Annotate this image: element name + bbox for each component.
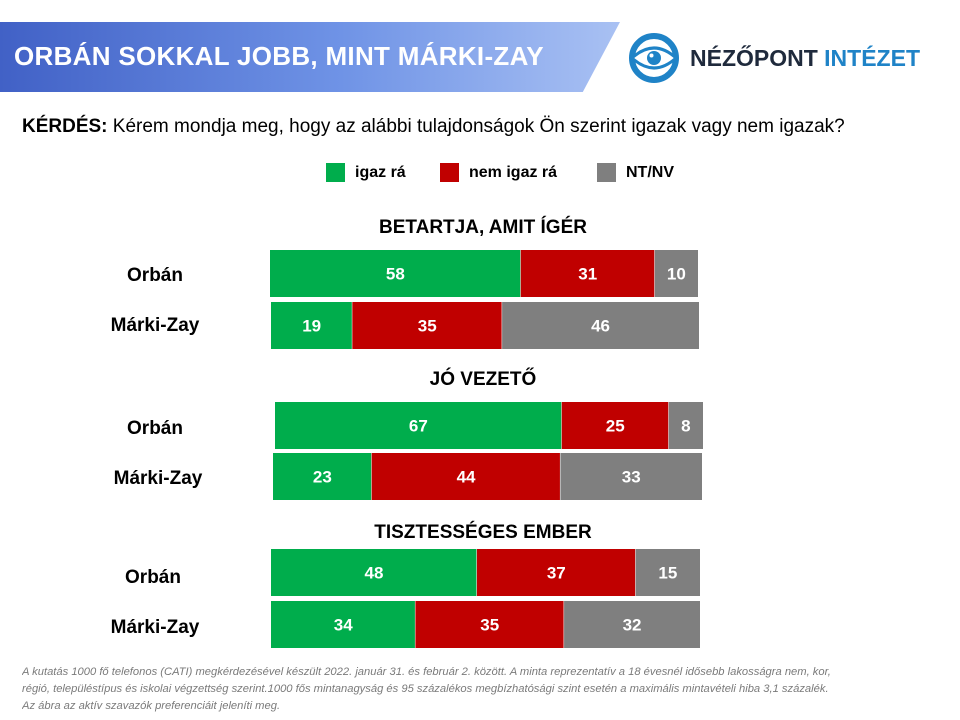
bar-segment: [271, 302, 353, 349]
bar-segment: [270, 250, 521, 297]
bar-segment: [520, 250, 655, 297]
bar-segment: [415, 601, 565, 648]
data-label: 48: [364, 564, 383, 583]
data-label: 46: [591, 317, 610, 336]
bar-segment: [271, 601, 416, 648]
stacked-bar-chart: BETARTJA, AMIT ÍGÉR Orbán 58 31 10 Márki-Zay 1…: [111, 216, 703, 648]
data-label: 19: [302, 317, 321, 336]
bar-segment: [635, 549, 700, 596]
data-label: 34: [334, 616, 353, 635]
bar-segment: [668, 402, 703, 449]
header-band: [0, 22, 620, 92]
logo-text: NÉZŐPONT INTÉZET: [690, 45, 920, 72]
row-label: Orbán: [127, 265, 183, 286]
bar-segment: [271, 549, 477, 596]
legend-swatch-dk: [597, 163, 616, 182]
logo: NÉZŐPONT INTÉZET: [628, 32, 920, 84]
bar-segment: [275, 402, 562, 449]
group-title: TISZTESSÉGES EMBER: [374, 521, 592, 543]
question: KÉRDÉS: Kérem mondja meg, hogy az alábbi…: [22, 116, 845, 138]
bar-segment: [560, 453, 702, 500]
legend-label-true: igaz rá: [355, 163, 406, 181]
data-label: 23: [313, 468, 332, 487]
data-label: 15: [658, 564, 677, 583]
legend-label-false: nem igaz rá: [469, 163, 558, 181]
logo-text-accent: INTÉZET: [824, 44, 921, 71]
group-title: JÓ VEZETŐ: [430, 368, 537, 390]
data-label: 31: [578, 265, 597, 284]
legend-label-dk: NT/NV: [626, 163, 674, 181]
data-label: 58: [386, 265, 405, 284]
data-label: 25: [606, 417, 625, 436]
data-label: 32: [623, 616, 642, 635]
footnote: A kutatás 1000 fő telefonos (CATI) megké…: [22, 664, 938, 715]
row-label: Orbán: [125, 567, 181, 588]
target-eye-icon: [629, 33, 679, 83]
bar-segment: [476, 549, 636, 596]
data-label: 33: [622, 468, 641, 487]
bar-segment: [564, 601, 700, 648]
question-label: KÉRDÉS:: [22, 116, 108, 137]
footnote-line-1: A kutatás 1000 fő telefonos (CATI) megké…: [22, 666, 831, 678]
bar-segment: [273, 453, 372, 500]
legend-item-false: nem igaz rá: [440, 163, 557, 182]
bar-segment: [561, 402, 669, 449]
footnote-line-3: Az ábra az aktív szavazók preferenciáit …: [22, 700, 281, 712]
data-label: 10: [667, 265, 686, 284]
legend-item-true: igaz rá: [326, 163, 406, 182]
data-label: 35: [480, 616, 499, 635]
data-label: 35: [418, 317, 437, 336]
bar-segment: [654, 250, 698, 297]
data-label: 44: [457, 468, 476, 487]
group-title: BETARTJA, AMIT ÍGÉR: [379, 216, 587, 238]
legend-item-dk: NT/NV: [597, 163, 674, 182]
row-label: Orbán: [127, 418, 183, 439]
footnote-line-2: régió, településtípus és iskolai végzett…: [22, 683, 829, 695]
legend-swatch-false: [440, 163, 459, 182]
bar-segment: [352, 302, 503, 349]
data-label: 8: [681, 417, 690, 436]
page-title: ORBÁN SOKKAL JOBB, MINT MÁRKI-ZAY: [14, 41, 544, 71]
bar-segment: [371, 453, 561, 500]
row-label: Márki-Zay: [111, 315, 200, 336]
row-label: Márki-Zay: [111, 617, 200, 638]
row-label: Márki-Zay: [114, 468, 203, 489]
logo-text-dark: NÉZŐPONT: [690, 44, 818, 71]
data-label: 37: [547, 564, 566, 583]
bar-segment: [502, 302, 699, 349]
question-text: Kérem mondja meg, hogy az alábbi tulajdo…: [112, 116, 845, 137]
data-label: 67: [409, 417, 428, 436]
legend-swatch-true: [326, 163, 345, 182]
